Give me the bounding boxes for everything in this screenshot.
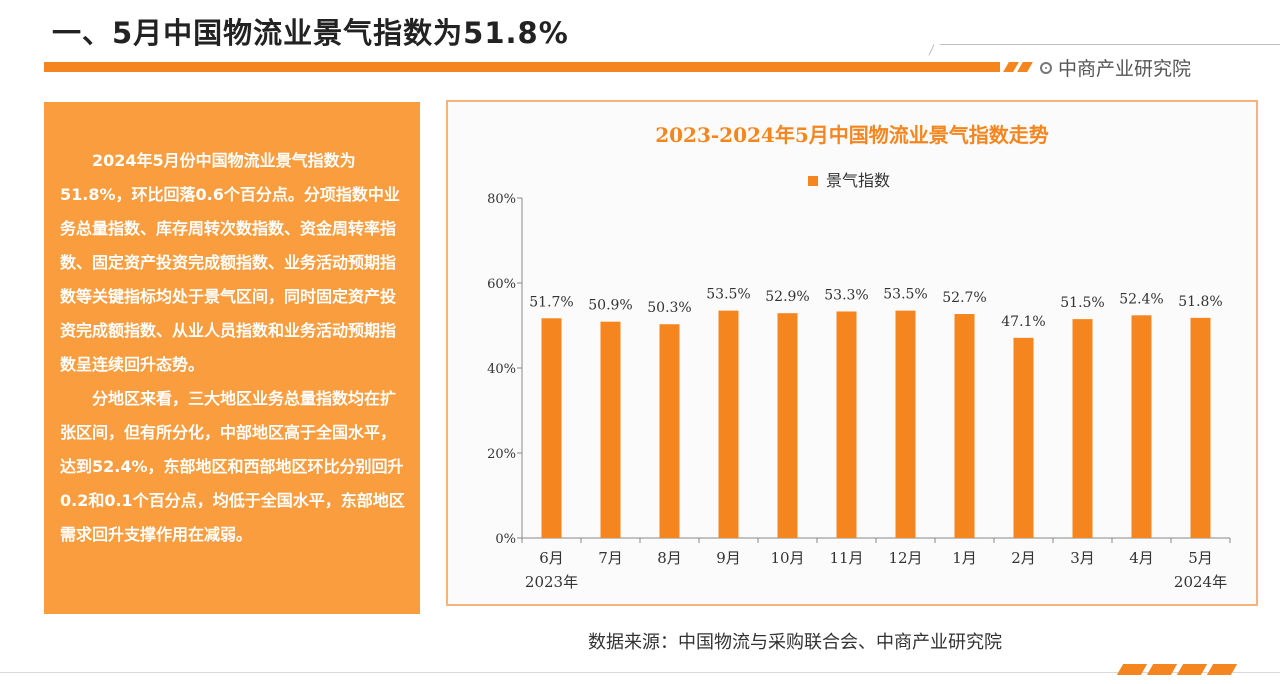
x-tick-label: 12月 (888, 549, 922, 567)
corner-line (928, 44, 935, 56)
bar (1190, 317, 1211, 538)
chart-title: 2023-2024年5月中国物流业景气指数走势 (655, 123, 1049, 147)
bar (895, 310, 916, 538)
footer-stripe (1176, 664, 1208, 675)
data-label: 53.3% (824, 287, 868, 303)
x-tick-label: 7月 (598, 549, 623, 567)
x-tick-label: 5月 (1188, 549, 1213, 567)
data-source: 数据来源：中国物流与采购联合会、中商产业研究院 (588, 632, 1002, 653)
corner-line (940, 44, 1280, 45)
page-title: 一、5月中国物流业景气指数为51.8% (52, 16, 569, 50)
brand: 中商产业研究院 (1040, 54, 1191, 81)
bar (1131, 315, 1152, 538)
bar (541, 318, 562, 538)
title-bar (44, 62, 1000, 72)
data-label: 50.9% (588, 298, 632, 314)
brand-logo-icon (1040, 61, 1052, 74)
data-label: 53.5% (706, 287, 750, 303)
bar (954, 314, 975, 538)
summary-panel: 2024年5月份中国物流业景气指数为51.8%，环比回落0.6个百分点。分项指数… (44, 102, 420, 614)
bar (659, 324, 680, 538)
brand-name: 中商产业研究院 (1058, 58, 1192, 80)
bar (836, 311, 857, 538)
x-tick-label: 9月 (716, 549, 741, 567)
data-label: 52.7% (942, 290, 986, 306)
title-stripe (1017, 62, 1033, 72)
footer-stripe (1206, 664, 1238, 675)
summary-paragraph: 分地区来看，三大地区业务总量指数均在扩张区间，但有所分化，中部地区高于全国水平，… (60, 389, 405, 544)
bar (777, 313, 798, 538)
bar (1072, 319, 1093, 538)
x-tick-label: 8月 (657, 549, 682, 567)
legend-label: 景气指数 (826, 171, 890, 190)
footer-stripe (1116, 664, 1148, 675)
y-tick-label: 20% (487, 447, 516, 462)
legend-swatch (808, 176, 818, 186)
x-tick-label: 2月 (1011, 549, 1036, 567)
data-label: 51.7% (529, 294, 573, 310)
bar (1013, 337, 1034, 538)
y-tick-label: 80% (487, 192, 516, 207)
year-label: 2024年 (1174, 573, 1227, 591)
data-label: 51.8% (1178, 294, 1222, 310)
x-tick-label: 11月 (829, 549, 863, 567)
chart-panel: 2023-2024年5月中国物流业景气指数走势景气指数 0% 20% 40% 60% 80… (446, 100, 1258, 606)
x-tick-label: 4月 (1129, 549, 1154, 567)
data-label: 52.4% (1119, 291, 1163, 307)
data-label: 50.3% (647, 300, 691, 316)
year-label: 2023年 (525, 573, 578, 591)
data-label: 51.5% (1060, 295, 1104, 311)
y-tick-label: 60% (487, 277, 516, 292)
x-tick-label: 10月 (770, 549, 804, 567)
bar (718, 310, 739, 538)
x-tick-label: 6月 (539, 549, 564, 567)
summary-paragraph: 2024年5月份中国物流业景气指数为51.8%，环比回落0.6个百分点。分项指数… (60, 151, 400, 374)
y-tick-label: 0% (495, 532, 516, 547)
x-tick-label: 3月 (1070, 549, 1095, 567)
data-label: 52.9% (765, 289, 809, 305)
data-label: 47.1% (1001, 314, 1045, 330)
footer-stripe (1146, 664, 1178, 675)
y-tick-label: 40% (487, 362, 516, 377)
data-label: 53.5% (883, 287, 927, 303)
bottom-line (0, 672, 1280, 673)
bar (600, 321, 621, 538)
x-tick-label: 1月 (952, 549, 977, 567)
